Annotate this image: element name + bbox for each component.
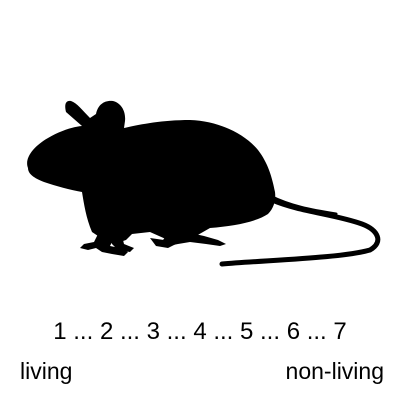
mouse-silhouette-icon (27, 100, 381, 267)
scale-anchor-living: living (20, 358, 73, 384)
scale-anchor-non-living: non-living (285, 358, 384, 384)
rating-scale: 1 ... 2 ... 3 ... 4 ... 5 ... 6 ... 7 (53, 318, 347, 345)
